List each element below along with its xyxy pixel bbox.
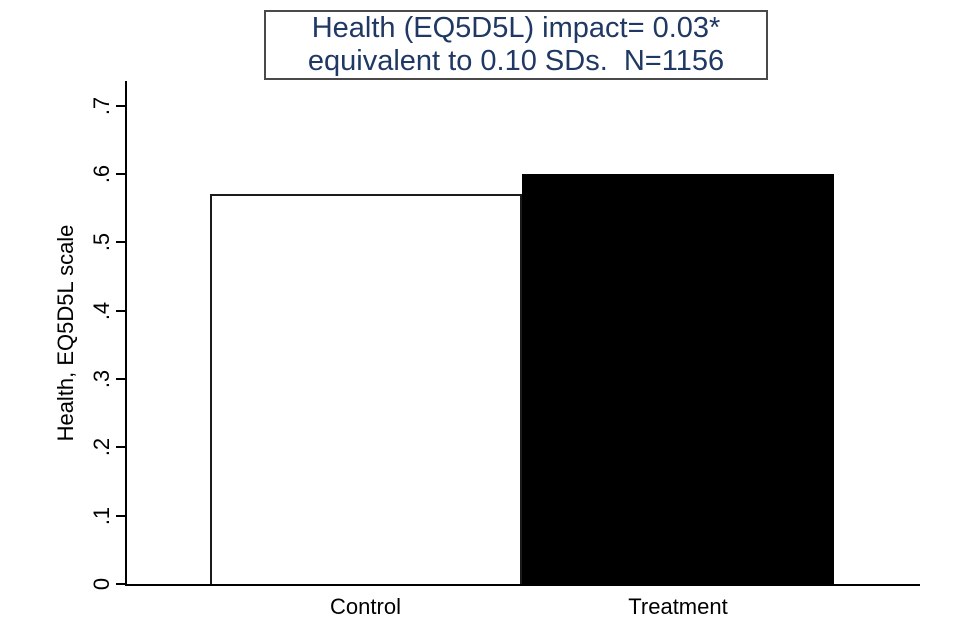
chart-title-line-2: equivalent to 0.10 SDs. N=1156	[307, 45, 725, 77]
y-tick-mark	[116, 172, 126, 175]
y-tick-label: .5	[89, 233, 114, 252]
y-tick-mark	[116, 309, 126, 312]
y-tick-mark	[116, 446, 126, 449]
y-tick-label: .1	[89, 506, 114, 525]
chart-title-line-1: Health (EQ5D5L) impact= 0.03*	[311, 12, 721, 44]
y-tick-label: .4	[89, 301, 114, 320]
x-axis-line	[125, 584, 920, 586]
x-category-label-control: Control	[330, 594, 401, 619]
y-tick-mark	[116, 514, 126, 517]
x-category-label-treatment: Treatment	[628, 594, 728, 619]
bar-control	[209, 194, 522, 584]
y-tick-mark	[116, 583, 126, 585]
bar-treatment	[522, 173, 834, 584]
y-tick-label: .2	[89, 438, 114, 457]
y-tick-label: 0	[89, 577, 114, 591]
y-tick-mark	[116, 241, 126, 244]
y-tick-label: .6	[89, 164, 114, 184]
y-tick-mark	[116, 104, 126, 107]
y-axis-line	[125, 81, 127, 586]
y-axis-title: Health, EQ5D5L scale	[53, 224, 78, 442]
chart-title-box: Health (EQ5D5L) impact= 0.03* equivalent…	[264, 10, 768, 80]
y-tick-label: .3	[89, 369, 114, 389]
y-tick-label: .7	[89, 96, 114, 115]
y-tick-mark	[116, 377, 126, 380]
